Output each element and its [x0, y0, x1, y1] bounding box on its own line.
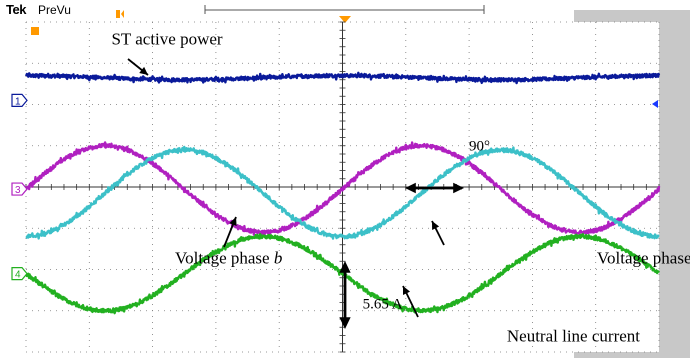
annotations: ST active power Voltage phase b Voltage ph…	[111, 30, 690, 346]
annotation-90-: 90°	[469, 139, 490, 155]
channel-marker-label: 4	[15, 270, 21, 281]
channel-marker-label: 3	[15, 185, 21, 196]
record-bracket	[204, 5, 485, 14]
channel-markers: 1 3 4	[11, 93, 28, 281]
arrow-voltage-phase-c	[431, 220, 445, 246]
trace-voltage-phase-c	[25, 145, 660, 240]
arrow-st-active-power	[127, 58, 149, 76]
trigger-position-icon	[339, 16, 351, 23]
arrow-neutral-line-current	[402, 285, 419, 318]
arrow-phase-shift	[405, 182, 464, 194]
annotation-voltage-phase-b: Voltage phase b	[175, 248, 282, 267]
arrow-current-amplitude	[339, 261, 351, 329]
annotation-voltage-phase-c: Voltage phase c	[597, 248, 690, 267]
channel-marker-3[interactable]: 3	[11, 182, 28, 196]
trace-st-active-power	[24, 71, 661, 85]
annotation-arrows	[127, 58, 464, 329]
trace-voltage-phase-b	[24, 141, 661, 236]
arrow-voltage-phase-b	[223, 216, 237, 248]
ref-marker-icon	[116, 10, 124, 18]
annotation-st-active-power: ST active power	[111, 30, 222, 49]
brand-logo: Tek	[6, 2, 26, 17]
right-level-marker-icon	[652, 100, 658, 108]
channel-marker-label: 1	[15, 96, 21, 107]
channel-marker-1[interactable]: 1	[11, 93, 28, 107]
channel-marker-4[interactable]: 4	[11, 267, 28, 281]
trigger-level-icon	[31, 27, 39, 35]
acquisition-mode: PreVu	[38, 3, 71, 17]
annotation-5-65-a: 5.65 A	[363, 297, 403, 313]
annotation-neutral-line-current: Neutral line current	[507, 327, 640, 346]
